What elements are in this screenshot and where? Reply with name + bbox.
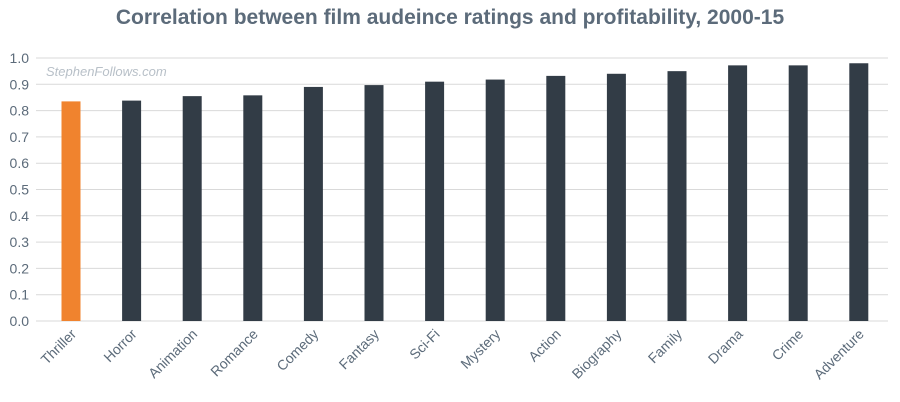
x-category-label: Romance bbox=[207, 326, 261, 380]
y-tick-label: 0.0 bbox=[10, 313, 30, 329]
x-category-label: Comedy bbox=[273, 326, 321, 374]
x-axis-categories: Thriller Horror Animation Romance Comedy Fant… bbox=[38, 326, 868, 383]
chart-title: Correlation between film audeince rating… bbox=[115, 6, 785, 29]
y-tick-label: 0.8 bbox=[10, 103, 30, 119]
y-tick-label: 0.7 bbox=[10, 129, 30, 145]
x-category-label: Crime bbox=[769, 326, 807, 364]
x-category-label: Family bbox=[645, 326, 685, 366]
bar-family bbox=[667, 71, 687, 322]
bar-horror bbox=[122, 100, 142, 321]
x-category-label: Sci-Fi bbox=[406, 326, 443, 363]
bar-adventure bbox=[849, 63, 869, 321]
bar-drama bbox=[728, 65, 748, 321]
y-tick-label: 0.5 bbox=[10, 182, 30, 198]
y-axis-ticks: 0.0 0.1 0.2 0.3 0.4 0.5 0.6 0.7 0.8 0.9 1.0 bbox=[10, 50, 30, 329]
y-tick-label: 0.2 bbox=[10, 260, 30, 276]
gridlines bbox=[36, 57, 888, 322]
x-category-label: Mystery bbox=[457, 326, 503, 372]
x-category-label: Horror bbox=[100, 326, 140, 366]
x-category-label: Adventure bbox=[810, 326, 867, 383]
bar-action bbox=[546, 75, 566, 321]
bar-mystery bbox=[485, 79, 505, 321]
bars bbox=[61, 63, 869, 322]
y-tick-label: 0.9 bbox=[10, 76, 30, 92]
bar-comedy bbox=[303, 86, 323, 322]
bar-animation bbox=[182, 96, 202, 321]
bar-romance bbox=[243, 95, 263, 321]
x-category-label: Animation bbox=[145, 326, 200, 381]
bar-crime bbox=[788, 65, 808, 321]
y-tick-label: 0.3 bbox=[10, 234, 30, 250]
bar-thriller bbox=[61, 101, 81, 322]
bar-fantasy bbox=[364, 85, 384, 322]
bar-biography bbox=[606, 73, 626, 321]
watermark: StephenFollows.com bbox=[46, 64, 167, 79]
y-tick-label: 1.0 bbox=[10, 50, 30, 66]
y-tick-label: 0.4 bbox=[10, 208, 30, 224]
x-category-label: Drama bbox=[705, 326, 746, 367]
x-category-label: Biography bbox=[569, 326, 625, 382]
x-category-label: Action bbox=[525, 326, 564, 365]
x-category-label: Fantasy bbox=[336, 326, 383, 373]
y-tick-label: 0.6 bbox=[10, 155, 30, 171]
x-category-label: Thriller bbox=[38, 326, 80, 368]
bar-sci-fi bbox=[425, 81, 445, 321]
y-tick-label: 0.1 bbox=[10, 287, 30, 303]
